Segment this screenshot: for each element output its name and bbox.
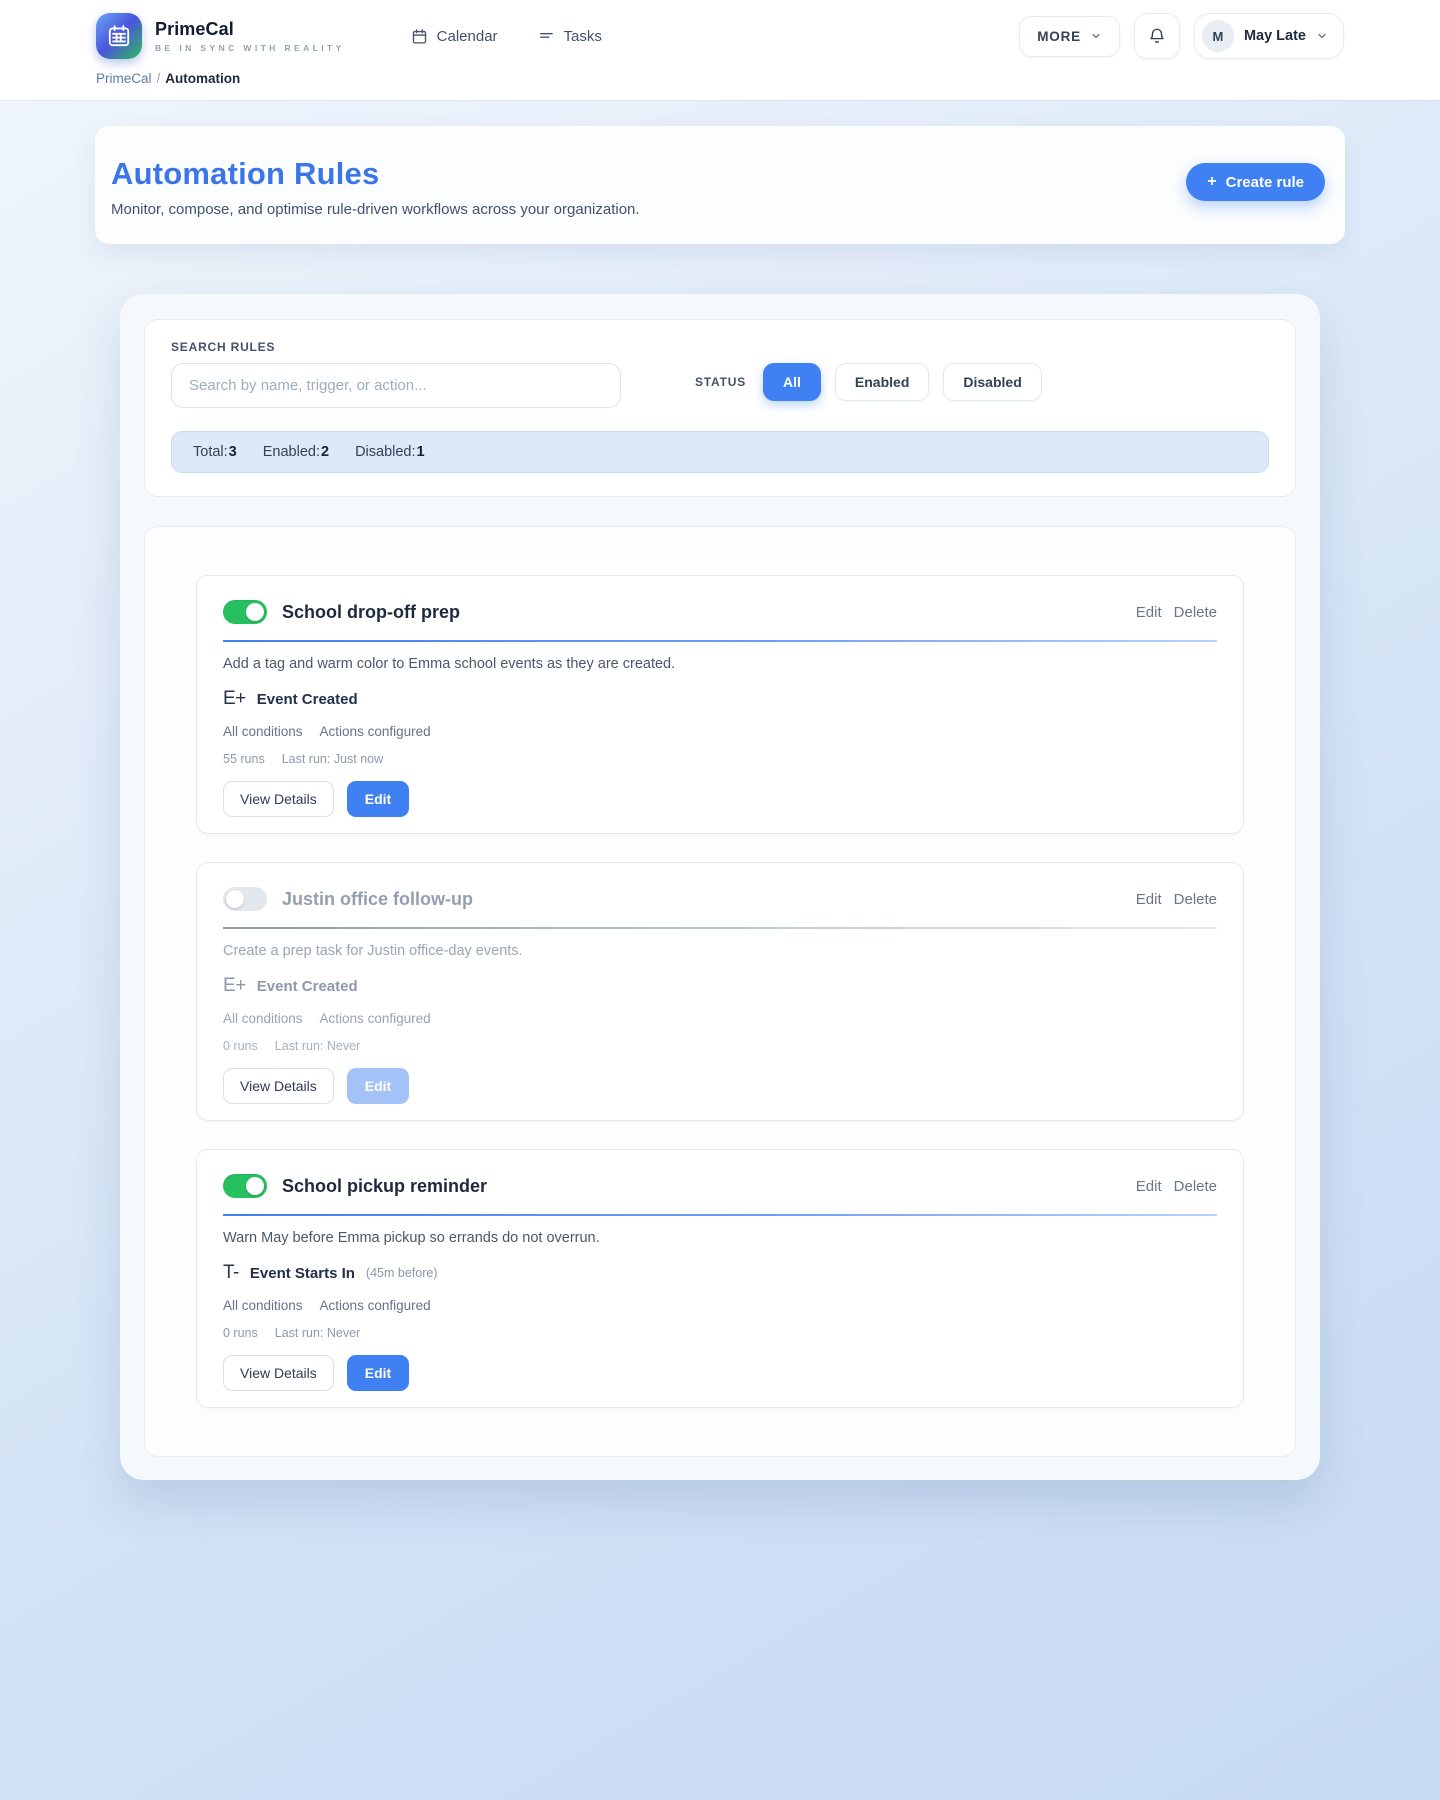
- edit-link[interactable]: Edit: [1135, 603, 1162, 621]
- stat-total: Total:3: [193, 444, 237, 460]
- rule-description: Add a tag and warm color to Emma school …: [223, 656, 676, 672]
- trigger-label: Event Starts In: [249, 1264, 355, 1282]
- rule-enabled-toggle[interactable]: [223, 887, 267, 911]
- plus-icon: +: [1207, 173, 1217, 190]
- status-filter-disabled[interactable]: Disabled: [943, 363, 1042, 401]
- user-menu[interactable]: M May Late: [1193, 13, 1344, 59]
- view-details-button[interactable]: View Details: [223, 1355, 334, 1391]
- runs-count: 0 runs: [223, 1039, 258, 1053]
- view-details-button[interactable]: View Details: [223, 1068, 334, 1104]
- edit-button[interactable]: Edit: [346, 781, 410, 817]
- status-filter-enabled[interactable]: Enabled: [834, 363, 930, 401]
- status-label: STATUS: [695, 375, 747, 389]
- rule-enabled-toggle[interactable]: [223, 1174, 267, 1198]
- brand-name: PrimeCal: [155, 19, 234, 39]
- nav-item-tasks[interactable]: Tasks: [538, 28, 602, 45]
- nav-label: Calendar: [436, 27, 498, 45]
- nav-item-calendar[interactable]: Calendar: [411, 28, 498, 45]
- trigger-icon: E+: [223, 975, 246, 996]
- page-subtitle: Monitor, compose, and optimise rule-driv…: [111, 201, 640, 218]
- rules-list: School drop-off prep Edit Delete Add a t…: [144, 526, 1296, 1457]
- last-run: Last run: Never: [274, 1039, 361, 1053]
- actions-label: Actions configured: [319, 1011, 431, 1026]
- edit-link[interactable]: Edit: [1135, 890, 1162, 908]
- rule-divider: [223, 1214, 1217, 1216]
- last-run: Last run: Never: [274, 1326, 361, 1340]
- delete-link[interactable]: Delete: [1173, 603, 1217, 621]
- rule-description: Create a prep task for Justin office-day…: [223, 943, 523, 959]
- toggle-knob: [246, 1177, 264, 1195]
- rule-title: School drop-off prep: [282, 601, 460, 622]
- nav-label: Tasks: [563, 27, 602, 45]
- actions-label: Actions configured: [319, 724, 431, 739]
- runs-count: 55 runs: [223, 752, 265, 766]
- rule-card: School pickup reminder Edit Delete Warn …: [196, 1149, 1244, 1408]
- notifications-button[interactable]: [1133, 13, 1180, 59]
- edit-button[interactable]: Edit: [346, 1355, 410, 1391]
- status-filter-group: STATUS All Enabled Disabled: [695, 363, 1042, 401]
- brand: PrimeCal BE IN SYNC WITH REALITY: [96, 13, 345, 59]
- breadcrumb-separator: /: [156, 71, 161, 86]
- chevron-down-icon: [1090, 30, 1102, 42]
- page-title: Automation Rules: [111, 156, 380, 191]
- breadcrumb: PrimeCal / Automation: [96, 71, 1344, 86]
- edit-link[interactable]: Edit: [1135, 1177, 1162, 1195]
- status-filter-all[interactable]: All: [763, 363, 821, 401]
- trigger-note: (45m before): [365, 1266, 438, 1280]
- brand-tagline: BE IN SYNC WITH REALITY: [155, 43, 345, 53]
- trigger-icon: T-: [223, 1262, 239, 1283]
- edit-button[interactable]: Edit: [346, 1068, 410, 1104]
- top-bar: PrimeCal BE IN SYNC WITH REALITY Calenda…: [0, 0, 1440, 100]
- chevron-down-icon: [1316, 30, 1328, 42]
- search-input[interactable]: [171, 363, 621, 408]
- tasks-icon: [538, 28, 555, 45]
- view-details-button[interactable]: View Details: [223, 781, 334, 817]
- last-run: Last run: Just now: [281, 752, 384, 766]
- trigger-icon: E+: [223, 688, 246, 709]
- filter-card: SEARCH RULES STATUS All Enabled Disabled…: [144, 319, 1296, 497]
- avatar: M: [1201, 20, 1234, 52]
- rule-divider: [223, 927, 1217, 929]
- primecal-logo-icon: [96, 13, 142, 59]
- create-rule-button[interactable]: + Create rule: [1186, 163, 1325, 201]
- actions-label: Actions configured: [319, 1298, 431, 1313]
- conditions-label: All conditions: [223, 724, 303, 739]
- rule-enabled-toggle[interactable]: [223, 600, 267, 624]
- page-header-panel: Automation Rules Monitor, compose, and o…: [95, 126, 1345, 244]
- rules-stats-bar: Total:3 Enabled:2 Disabled:1: [171, 431, 1269, 473]
- breadcrumb-root[interactable]: PrimeCal: [96, 71, 152, 86]
- calendar-icon: [411, 28, 428, 45]
- bell-icon: [1148, 27, 1166, 45]
- conditions-label: All conditions: [223, 1011, 303, 1026]
- runs-count: 0 runs: [223, 1326, 258, 1340]
- more-button[interactable]: MORE: [1019, 15, 1120, 57]
- stat-enabled: Enabled:2: [262, 444, 330, 460]
- breadcrumb-current: Automation: [165, 71, 241, 86]
- main-nav: Calendar Tasks: [411, 28, 602, 45]
- rule-card: Justin office follow-up Edit Delete Crea…: [196, 862, 1244, 1121]
- main-panel: SEARCH RULES STATUS All Enabled Disabled…: [120, 294, 1320, 1480]
- rule-description: Warn May before Emma pickup so errands d…: [223, 1230, 600, 1246]
- rule-title: Justin office follow-up: [282, 888, 473, 909]
- toggle-knob: [246, 603, 264, 621]
- rule-title: School pickup reminder: [282, 1175, 488, 1196]
- user-name: May Late: [1243, 28, 1306, 44]
- trigger-label: Event Created: [256, 977, 358, 995]
- delete-link[interactable]: Delete: [1173, 890, 1217, 908]
- rule-divider: [223, 640, 1217, 642]
- more-label: MORE: [1037, 28, 1081, 44]
- stat-disabled: Disabled:1: [355, 444, 425, 460]
- search-rules-label: SEARCH RULES: [171, 340, 276, 354]
- conditions-label: All conditions: [223, 1298, 303, 1313]
- delete-link[interactable]: Delete: [1173, 1177, 1217, 1195]
- trigger-label: Event Created: [256, 690, 358, 708]
- toggle-knob: [226, 890, 244, 908]
- rule-card: School drop-off prep Edit Delete Add a t…: [196, 575, 1244, 834]
- create-rule-label: Create rule: [1225, 173, 1304, 191]
